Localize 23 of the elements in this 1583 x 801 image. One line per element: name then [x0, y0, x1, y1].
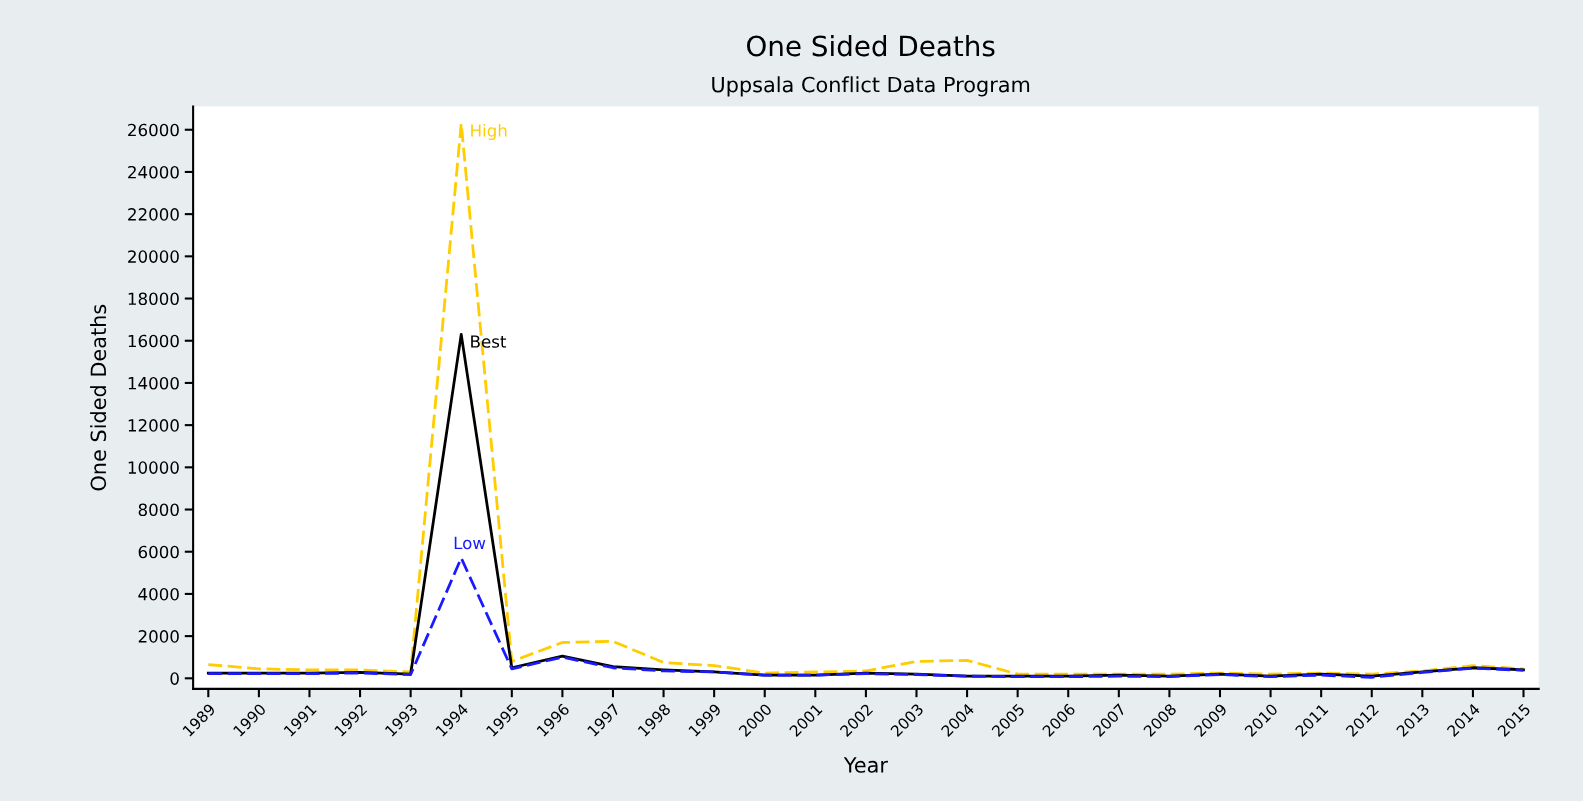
y-tick-label: 6000 — [138, 545, 179, 559]
y-tick-label: 18000 — [128, 292, 179, 306]
y-tick-label: 0 — [170, 672, 179, 685]
y-tick-label: 12000 — [128, 419, 179, 432]
y-tick-label: 26000 — [128, 123, 179, 137]
x-axis-title: Year — [843, 757, 888, 773]
series-label: Low — [454, 536, 486, 550]
line-series — [206, 122, 1525, 676]
y-tick-label: 22000 — [128, 208, 179, 221]
series-label: Best — [471, 335, 507, 348]
line-series — [206, 556, 1525, 679]
y-tick-label: 4000 — [138, 587, 179, 601]
y-tick-label: 24000 — [128, 165, 179, 179]
y-tick-label: 2000 — [138, 630, 179, 643]
y-tick-label: 20000 — [128, 250, 179, 263]
chart-title: One Sided Deaths — [747, 34, 995, 57]
y-tick-label: 14000 — [128, 376, 179, 390]
y-tick-label: 16000 — [128, 334, 179, 348]
y-tick-label: 10000 — [128, 461, 179, 474]
chart-subtitle: Uppsala Conflict Data Program — [712, 76, 1030, 97]
series-label: High — [471, 123, 507, 141]
y-axis-title: One Sided Deaths — [90, 304, 107, 491]
y-tick-label: 8000 — [138, 503, 179, 517]
